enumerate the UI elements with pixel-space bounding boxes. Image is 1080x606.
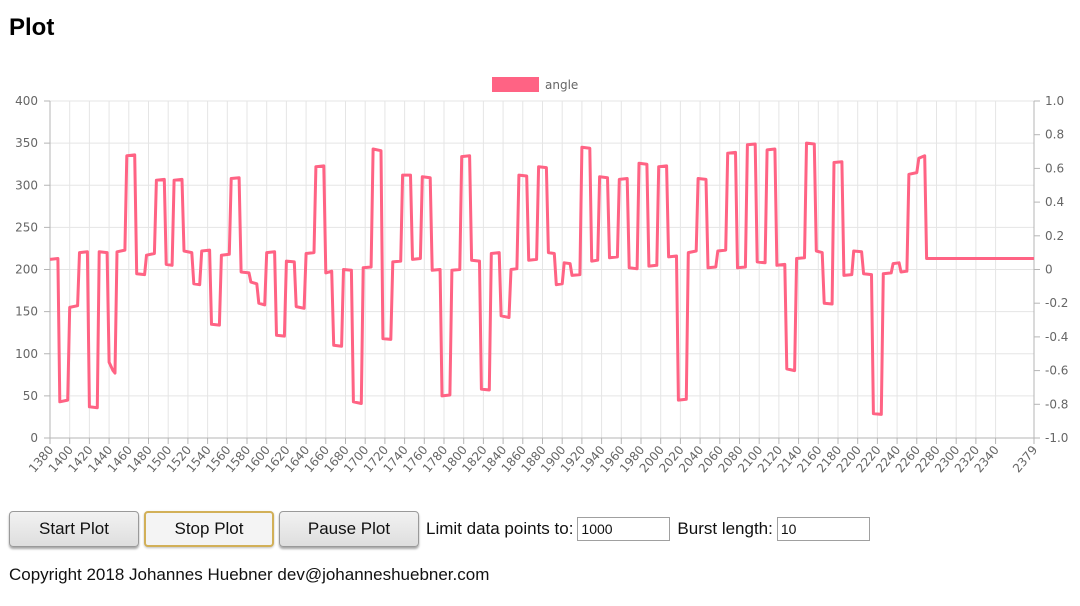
y-left-tick-label: 0 [30, 431, 38, 445]
y-left-tick-label: 300 [15, 178, 38, 192]
y-left-tick-label: 250 [15, 220, 38, 234]
y-right-tick-label: 1.0 [1045, 94, 1064, 108]
pause-plot-button[interactable]: Pause Plot [279, 511, 419, 547]
copyright-text: Copyright 2018 Johannes Huebner dev@joha… [9, 565, 490, 584]
y-right-tick-label: -0.4 [1045, 330, 1068, 344]
y-right-tick-label: 0.8 [1045, 128, 1064, 142]
burst-length-input[interactable] [776, 517, 870, 541]
y-left-tick-label: 200 [15, 263, 38, 277]
y-right-tick-label: 0.4 [1045, 195, 1064, 209]
chart-legend[interactable]: angle [492, 77, 578, 92]
chart-grid [49, 100, 1035, 439]
limit-points-input[interactable] [577, 517, 671, 541]
y-left-tick-label: 400 [15, 94, 38, 108]
y-left-tick-label: 100 [15, 347, 38, 361]
stop-plot-button[interactable]: Stop Plot [144, 511, 274, 547]
y-right-tick-label: 0 [1045, 263, 1053, 277]
limit-points-label: Limit data points to: [426, 519, 574, 538]
y-right-tick-label: -0.8 [1045, 397, 1068, 411]
start-plot-button[interactable]: Start Plot [9, 511, 139, 547]
y-axis-right: -1.0 -0.8 -0.6 -0.4 -0.2 0 0.2 0.4 0.6 0.8 1.0 [1033, 94, 1068, 445]
plot-controls: Start Plot Stop Plot Pause Plot Limit da… [9, 510, 870, 548]
legend-swatch-angle [492, 77, 539, 92]
y-axis-left: 0 50 100 150 200 250 300 350 400 [15, 94, 51, 445]
y-right-tick-label: 0.6 [1045, 161, 1064, 175]
legend-label-angle: angle [545, 78, 578, 92]
series-line-angle [49, 141, 1034, 416]
page-title: Plot [9, 14, 55, 41]
y-right-tick-label: 0.2 [1045, 229, 1064, 243]
y-right-tick-label: -0.6 [1045, 364, 1068, 378]
burst-length-label: Burst length: [677, 519, 773, 538]
y-left-tick-label: 350 [15, 136, 38, 150]
x-axis: 1380140014201440146014801500152015401560… [26, 437, 1040, 475]
y-right-tick-label: -1.0 [1045, 431, 1068, 445]
x-tick-label: 2379 [1010, 443, 1040, 475]
series-angle [49, 141, 1034, 416]
y-left-tick-label: 50 [23, 389, 38, 403]
y-right-tick-label: -0.2 [1045, 296, 1068, 310]
y-left-tick-label: 150 [15, 305, 38, 319]
